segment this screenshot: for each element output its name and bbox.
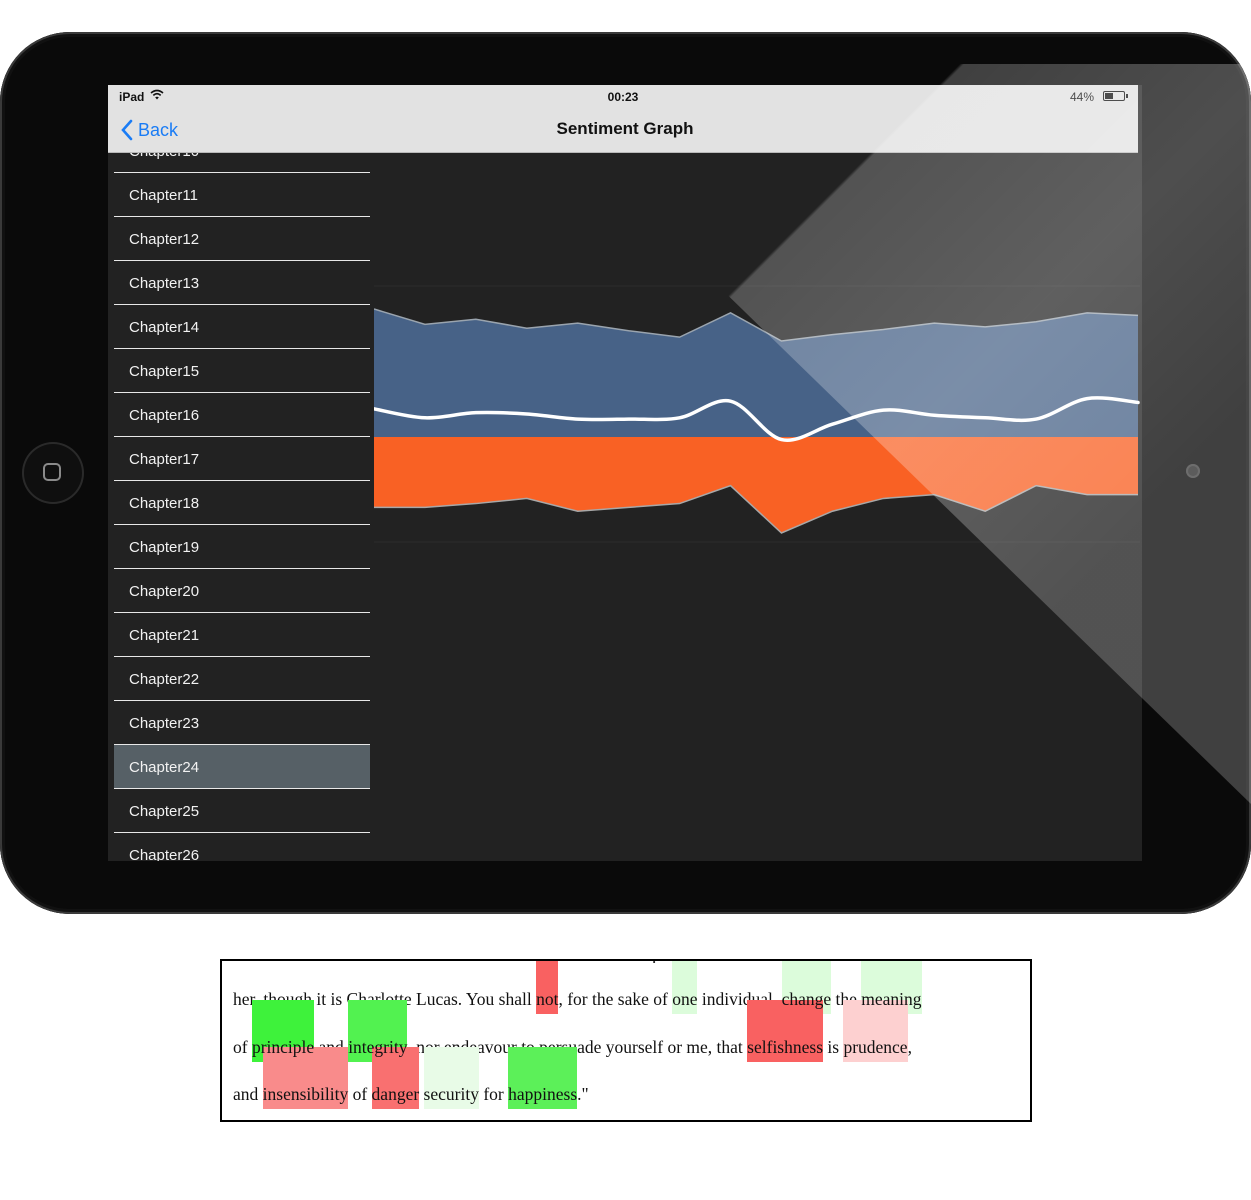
positive-sentiment-area — [374, 309, 1138, 437]
negative-outline — [374, 484, 1138, 534]
excerpt-text: for — [478, 1084, 509, 1104]
highlighted-word-text: happiness — [508, 1084, 578, 1104]
chapter-item[interactable]: Chapter15 — [114, 349, 370, 393]
chapter-item[interactable]: Chapter23 — [114, 701, 370, 745]
chapter-item[interactable]: Chapter13 — [114, 261, 370, 305]
chapter-item[interactable]: Chapter26 — [114, 833, 370, 861]
home-square-icon — [43, 463, 61, 481]
highlighted-word: integrity — [348, 1000, 408, 1062]
chapter-label: Chapter10 — [129, 153, 199, 160]
highlighted-word: one — [672, 961, 698, 1014]
chapter-label: Chapter17 — [129, 451, 200, 468]
highlighted-word: security — [423, 1047, 480, 1109]
chapter-item[interactable]: Chapter14 — [114, 305, 370, 349]
highlighted-word-text: integrity — [348, 1037, 408, 1057]
chapter-item[interactable]: Chapter20 — [114, 569, 370, 613]
highlighted-word: selfishness — [747, 1000, 823, 1062]
excerpt-text: of — [348, 1084, 372, 1104]
highlighted-word: insensibility — [262, 1047, 349, 1109]
sentiment-graph — [374, 285, 1140, 543]
chapter-item[interactable]: Chapter16 — [114, 393, 370, 437]
chapter-list[interactable]: Chapter10 Chapter11 Chapter12 Chapter13 Chap… — [114, 153, 370, 861]
chapter-item[interactable]: Chapter10 — [114, 153, 370, 173]
chapter-item[interactable]: Chapter11 — [114, 173, 370, 217]
chapter-label: Chapter15 — [129, 363, 200, 380]
ipad-frame: iPad 00:23 44% Back Sentiment Graph Cha — [0, 32, 1251, 914]
device-name: iPad — [119, 90, 145, 104]
chapter-label: Chapter23 — [129, 715, 200, 732]
highlighted-word-text: principle — [251, 1037, 315, 1057]
chapter-label: Chapter18 — [129, 495, 200, 512]
chapter-item[interactable]: Chapter24 — [114, 745, 370, 789]
sentiment-text-excerpt: . her, though it is Charlotte Lucas. You… — [220, 959, 1032, 1122]
wifi-icon — [150, 89, 164, 100]
highlighted-word-text: meaning — [861, 989, 922, 1009]
chapter-item[interactable]: Chapter22 — [114, 657, 370, 701]
battery-percent: 44% — [1069, 90, 1094, 104]
highlighted-word-text: insensibility — [262, 1084, 349, 1104]
highlighted-word: prudence — [843, 1000, 908, 1062]
excerpt-text: ." — [577, 1084, 589, 1104]
highlighted-word-text: not — [536, 989, 559, 1009]
back-label: Back — [138, 119, 179, 140]
status-time: 00:23 — [607, 90, 639, 104]
highlighted-word-text: one — [672, 989, 698, 1009]
excerpt-line-1: her, though it is Charlotte Lucas. You s… — [233, 961, 922, 1014]
cut-off-line: . — [652, 961, 733, 968]
chapter-label: Chapter12 — [129, 231, 200, 248]
navigation-bar: Back Sentiment Graph — [108, 107, 1138, 153]
highlighted-word: meaning — [861, 961, 922, 1014]
excerpt-text: of — [233, 1037, 252, 1057]
chapter-item[interactable]: Chapter21 — [114, 613, 370, 657]
chapter-item[interactable]: Chapter17 — [114, 437, 370, 481]
highlighted-word: not — [536, 961, 559, 1014]
chapter-label: Chapter22 — [129, 671, 200, 688]
chapter-item[interactable]: Chapter25 — [114, 789, 370, 833]
highlighted-word: danger — [371, 1047, 420, 1109]
home-button[interactable] — [22, 442, 84, 504]
highlighted-word-text: prudence — [843, 1037, 908, 1057]
back-button[interactable]: Back — [120, 118, 178, 142]
screen: iPad 00:23 44% Back Sentiment Graph Cha — [108, 85, 1142, 861]
excerpt-text: , for the sake of — [558, 989, 673, 1009]
status-bar: iPad 00:23 44% — [108, 85, 1138, 107]
excerpt-text: , — [907, 1037, 912, 1057]
excerpt-text: is — [823, 1037, 844, 1057]
highlighted-word: change — [781, 961, 832, 1014]
camera-icon — [1186, 464, 1200, 478]
chapter-label: Chapter19 — [129, 539, 200, 556]
chapter-item[interactable]: Chapter18 — [114, 481, 370, 525]
highlighted-word-text: selfishness — [747, 1037, 823, 1057]
chapter-label: Chapter26 — [129, 847, 200, 861]
chapter-item[interactable]: Chapter12 — [114, 217, 370, 261]
chapter-label: Chapter24 — [129, 759, 200, 776]
chevron-left-icon — [121, 119, 133, 141]
page-title: Sentiment Graph — [556, 119, 694, 138]
highlighted-word-text: security — [423, 1084, 479, 1104]
highlighted-word-text: danger — [371, 1084, 420, 1104]
chapter-label: Chapter20 — [129, 583, 200, 600]
chapter-label: Chapter16 — [129, 407, 200, 424]
excerpt-line-3: and insensibility of danger security for… — [233, 1047, 589, 1109]
positive-outline — [374, 308, 1139, 342]
chapter-item[interactable]: Chapter19 — [114, 525, 370, 569]
battery-icon — [1103, 91, 1128, 101]
excerpt-text: and — [233, 1084, 263, 1104]
chapter-label: Chapter11 — [129, 187, 198, 204]
chapter-label: Chapter14 — [129, 319, 200, 336]
chapter-label: Chapter21 — [129, 627, 200, 644]
chapter-label: Chapter25 — [129, 803, 200, 820]
highlighted-word-text: change — [781, 989, 832, 1009]
highlighted-word: happiness — [508, 1047, 578, 1109]
chapter-label: Chapter13 — [129, 275, 200, 292]
highlighted-word: principle — [251, 1000, 315, 1062]
negative-sentiment-area — [374, 437, 1138, 533]
average-sentiment-line — [374, 396, 1140, 442]
